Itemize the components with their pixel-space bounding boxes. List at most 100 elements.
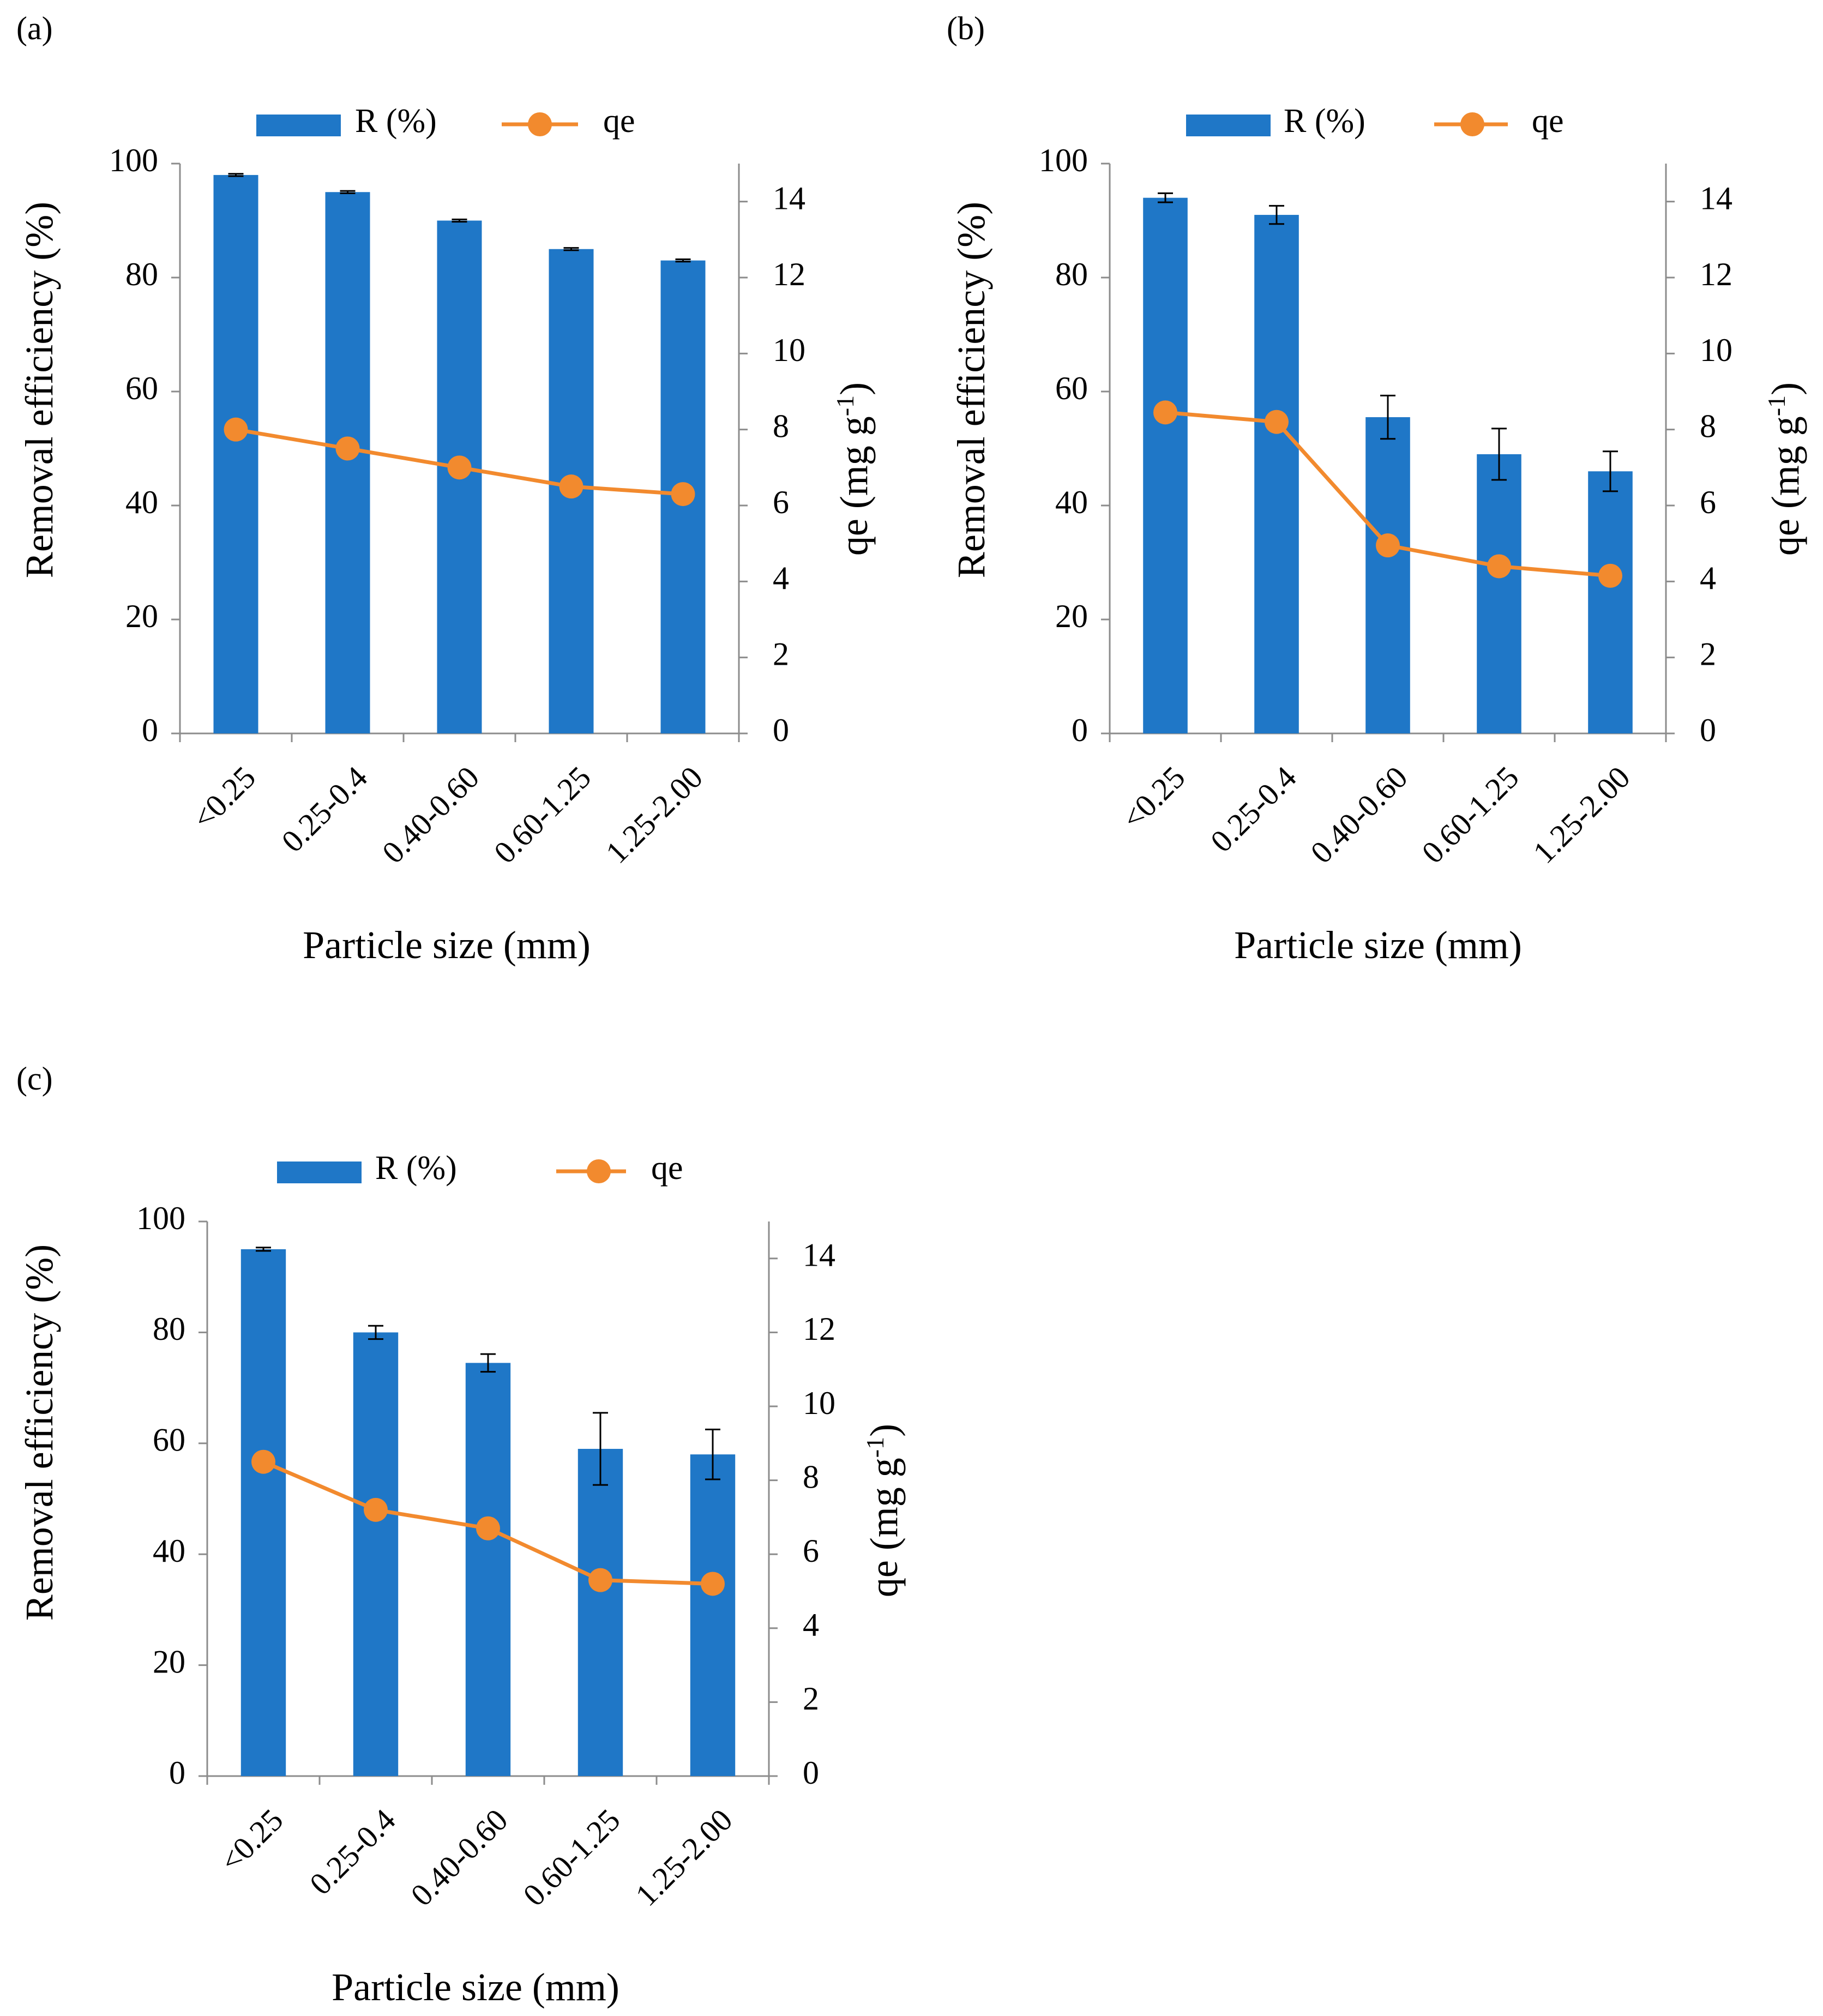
panel-c-legend-line-label: qe — [651, 1150, 683, 1187]
panel-a-y2-tick-label: 6 — [773, 484, 789, 520]
panel-a-y2-title-close: ) — [832, 382, 876, 395]
panel-b-legend-marker — [1460, 112, 1484, 136]
panel-c-y2-tick-label: 4 — [803, 1607, 819, 1643]
panel-b-legend-bar-swatch — [1186, 115, 1271, 136]
panel-a-y-tick-label: 100 — [109, 142, 158, 178]
panel-a-y2-tick-label: 4 — [773, 560, 789, 596]
panel-c-y-tick-label: 40 — [153, 1533, 185, 1569]
panel-c-y2-title-sup: -1 — [861, 1437, 889, 1458]
panel-b-qe-point — [1153, 400, 1177, 425]
panel-b-y2-tick-label: 4 — [1700, 560, 1716, 596]
panel-b-qe-point — [1376, 533, 1400, 558]
panel-c-legend-bar-swatch — [277, 1162, 362, 1183]
panel-label-c: (c) — [16, 1061, 53, 1097]
panel-a-y-tick-label: 20 — [125, 598, 158, 634]
panel-b-bar — [1477, 454, 1521, 733]
panel-a-y2-tick-label: 2 — [773, 636, 789, 672]
panel-c-legend-bar-label: R (%) — [375, 1150, 457, 1187]
panel-c-y2-tick-label: 6 — [803, 1533, 819, 1569]
panel-c-y2-title-main: qe (mg g — [862, 1458, 906, 1597]
panel-b-y-tick-label: 60 — [1055, 370, 1088, 406]
panel-c-y-tick-label: 80 — [153, 1311, 185, 1347]
panel-c-qe-point — [588, 1568, 612, 1592]
panel-a-y-tick-label: 80 — [125, 256, 158, 292]
panel-a-x-axis-title: Particle size (mm) — [303, 923, 591, 967]
panel-a-legend-bar-label: R (%) — [355, 103, 437, 140]
panel-b-y-tick-label: 80 — [1055, 256, 1088, 292]
panel-a-y2-tick-label: 10 — [773, 332, 805, 368]
panel-b-x-axis-title: Particle size (mm) — [1234, 923, 1522, 967]
panel-a-legend-bar-swatch — [256, 115, 341, 136]
panel-a-qe-point — [447, 455, 472, 480]
panel-b-bar — [1365, 417, 1410, 733]
panel-c-y-tick-label: 0 — [169, 1755, 185, 1791]
panel-c-bar — [353, 1332, 399, 1776]
panel-b-y2-tick-label: 0 — [1700, 712, 1716, 748]
panel-c-y-tick-label: 20 — [153, 1644, 185, 1680]
panel-b-y2-title-main: qe (mg g — [1764, 416, 1807, 556]
panel-c-y-tick-label: 100 — [136, 1200, 185, 1236]
panel-a-qe-point — [559, 474, 583, 499]
panel-c-y2-tick-label: 14 — [803, 1237, 835, 1273]
panel-a-qe-point — [224, 417, 248, 442]
panel-a-y-axis-title: Removal efficiency (%) — [17, 202, 61, 578]
panel-c-qe-point — [476, 1516, 500, 1540]
panel-b-y2-title-sup: -1 — [1762, 395, 1790, 416]
panel-a-y2-tick-label: 14 — [773, 180, 805, 216]
panel-b-qe-point — [1598, 563, 1622, 588]
panel-b-legend-bar-label: R (%) — [1284, 103, 1365, 140]
panel-b-y2-tick-label: 14 — [1700, 180, 1732, 216]
panel-c-y2-axis-title: qe (mg g-1) — [861, 1424, 906, 1597]
panel-a-y2-tick-label: 12 — [773, 256, 805, 292]
panel-c-y2-tick-label: 10 — [803, 1385, 835, 1421]
panel-b-y-axis-title: Removal efficiency (%) — [949, 202, 993, 578]
panel-a-y2-tick-label: 8 — [773, 408, 789, 444]
panel-c-y2-tick-label: 8 — [803, 1459, 819, 1495]
panel-c-qe-point — [701, 1572, 725, 1596]
panel-c-qe-point — [364, 1497, 388, 1522]
panel-c-legend-marker — [587, 1159, 611, 1183]
panel-b-y2-tick-label: 10 — [1700, 332, 1732, 368]
panel-a-y-tick-label: 40 — [125, 484, 158, 520]
panel-b-y-tick-label: 20 — [1055, 598, 1088, 634]
panel-a-y2-axis-title: qe (mg g-1) — [831, 382, 876, 556]
panel-label-b: (b) — [947, 10, 985, 46]
panel-a-bar — [325, 192, 370, 733]
panel-b-y-tick-label: 40 — [1055, 484, 1088, 520]
panel-b-bar — [1143, 197, 1188, 733]
panel-c-qe-point — [251, 1449, 275, 1474]
panel-label-a: (a) — [16, 10, 53, 46]
panel-b-bar — [1254, 215, 1299, 733]
panel-a-y2-title-sup: -1 — [831, 395, 859, 416]
panel-c-y2-tick-label: 2 — [803, 1681, 819, 1717]
panel-c-y2-title-close: ) — [862, 1424, 906, 1437]
panel-c-y-axis-title: Removal efficiency (%) — [17, 1244, 61, 1621]
panel-c-y-tick-label: 60 — [153, 1422, 185, 1458]
panel-a-legend-line-label: qe — [603, 103, 635, 140]
panel-b-qe-point — [1487, 554, 1511, 579]
panel-c-bar — [690, 1454, 736, 1776]
panel-a-y2-title-main: qe (mg g — [832, 416, 876, 556]
panel-b-legend-line-label: qe — [1532, 103, 1564, 140]
panel-c-x-axis-title: Particle size (mm) — [332, 1965, 619, 2009]
panel-c-bar — [465, 1363, 511, 1776]
panel-b-y2-tick-label: 12 — [1700, 256, 1732, 292]
panel-b-y-tick-label: 100 — [1039, 142, 1088, 178]
panel-b-qe-point — [1265, 410, 1289, 434]
panel-b-y2-tick-label: 6 — [1700, 484, 1716, 520]
panel-a-y-tick-label: 60 — [125, 370, 158, 406]
panel-b-y2-axis-title: qe (mg g-1) — [1762, 382, 1808, 556]
panel-b-y2-tick-label: 8 — [1700, 408, 1716, 444]
panel-a-y-tick-label: 0 — [142, 712, 158, 748]
panel-c-y2-tick-label: 12 — [803, 1311, 835, 1347]
panel-c-bar — [240, 1249, 286, 1776]
panel-a-legend-marker — [528, 112, 552, 136]
panel-b-bar — [1588, 471, 1633, 733]
panel-b-y2-title-close: ) — [1764, 382, 1807, 395]
panel-a-qe-point — [335, 436, 360, 461]
panel-a-qe-point — [671, 482, 695, 507]
panel-a-bar — [213, 174, 258, 733]
panel-c-y2-tick-label: 0 — [803, 1755, 819, 1791]
